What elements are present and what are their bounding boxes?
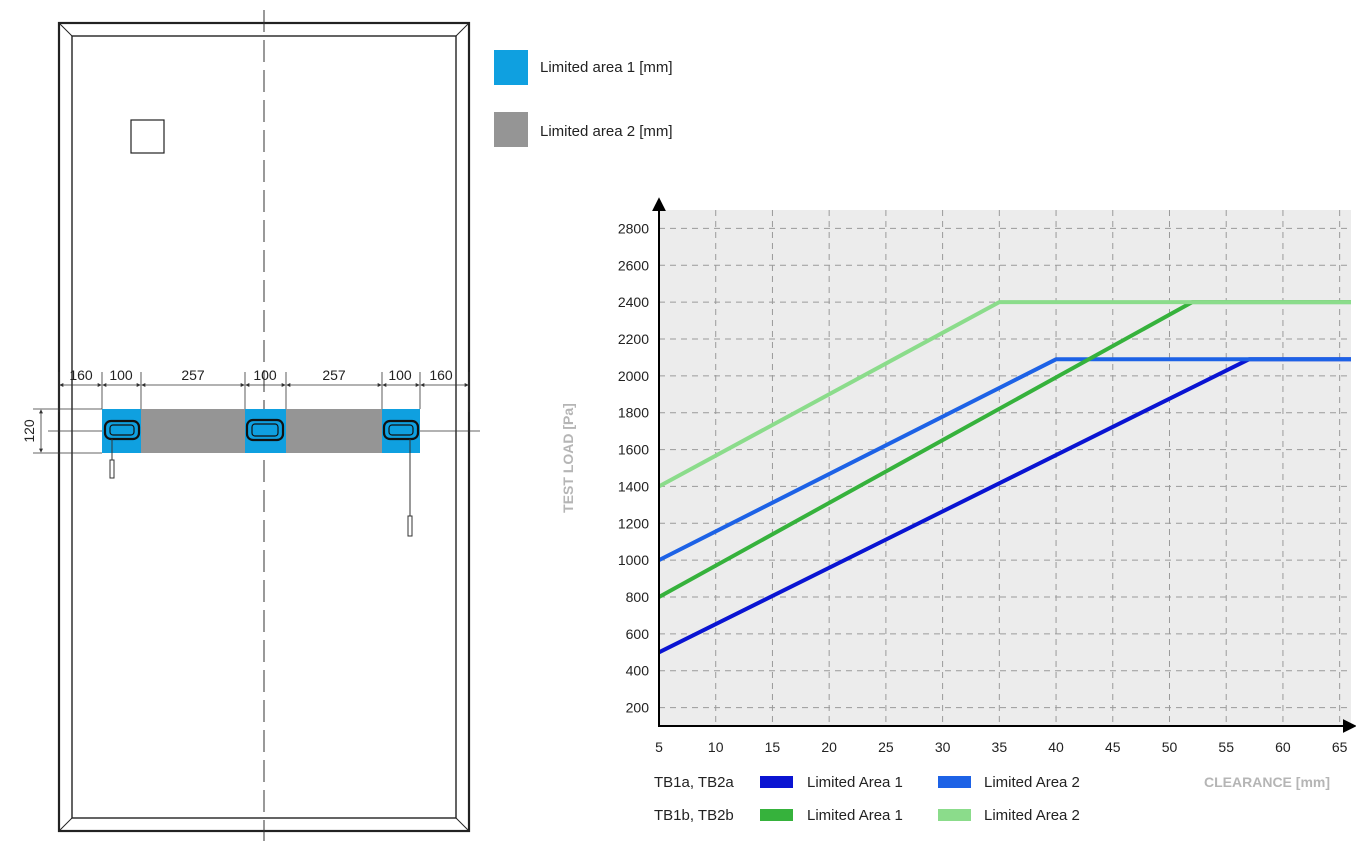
x-tick-label: 65 bbox=[1332, 739, 1348, 755]
series-line-3 bbox=[658, 300, 1351, 489]
x-tick-label: 15 bbox=[765, 739, 781, 755]
legend-label-limited-area-2: Limited area 2 [mm] bbox=[540, 123, 673, 140]
dim-limited-area-2-right: 257 bbox=[322, 367, 346, 383]
junction-box-right bbox=[382, 419, 420, 537]
series-legend: TB1a, TB2a Limited Area 1 Limited Area 2… bbox=[654, 774, 1080, 824]
dim-limited-area-1-right: 100 bbox=[388, 367, 412, 383]
dim-limited-area-2-left: 257 bbox=[181, 367, 205, 383]
y-tick-labels: 200 400 600 800 1000 1200 1400 1600 1800 2000 2200… bbox=[618, 220, 649, 715]
y-tick-label: 2400 bbox=[618, 294, 649, 310]
series-lines bbox=[658, 300, 1351, 655]
x-tick-label: 30 bbox=[935, 739, 951, 755]
dim-left-margin: 160 bbox=[69, 367, 93, 383]
y-tick-label: 400 bbox=[626, 663, 650, 679]
x-tick-label: 55 bbox=[1218, 739, 1234, 755]
x-tick-label: 10 bbox=[708, 739, 724, 755]
y-tick-label: 800 bbox=[626, 589, 650, 605]
test-load-chart: 200 400 600 800 1000 1200 1400 1600 1800 2000 2200… bbox=[560, 197, 1356, 790]
y-tick-label: 200 bbox=[626, 700, 650, 716]
x-tick-labels: 5 10 15 20 25 30 35 40 45 50 55 60 65 bbox=[655, 739, 1348, 755]
legend-swatch-limited-area-1 bbox=[494, 50, 528, 85]
junction-box-left bbox=[103, 419, 141, 479]
limited-area-1-right bbox=[382, 409, 420, 453]
legend-label-series-2: Limited Area 1 bbox=[807, 807, 903, 824]
series-line-1 bbox=[658, 357, 1351, 562]
y-axis-label: TEST LOAD [Pa] bbox=[560, 403, 576, 513]
limited-area-2-left bbox=[141, 409, 245, 453]
limited-area-1-center bbox=[245, 409, 286, 453]
x-tick-label: 40 bbox=[1048, 739, 1064, 755]
legend-label-series-1: Limited Area 2 bbox=[984, 774, 1080, 791]
legend-label-series-3: Limited Area 2 bbox=[984, 807, 1080, 824]
y-tick-label: 1200 bbox=[618, 515, 649, 531]
junction-box-center bbox=[245, 418, 285, 442]
legend-swatch-series-1 bbox=[938, 776, 971, 788]
dim-right-margin: 160 bbox=[429, 367, 453, 383]
label-square bbox=[130, 119, 165, 154]
y-tick-label: 1400 bbox=[618, 478, 649, 494]
legend-label-limited-area-1: Limited area 1 [mm] bbox=[540, 59, 673, 76]
limited-area-1-left bbox=[102, 409, 141, 453]
module-drawing: 160 100 257 100 257 100 160 120 bbox=[21, 10, 480, 841]
x-tick-label: 60 bbox=[1275, 739, 1291, 755]
dim-limited-area-1-left: 100 bbox=[109, 367, 133, 383]
x-tick-label: 45 bbox=[1105, 739, 1121, 755]
dim-limited-area-1-center: 100 bbox=[253, 367, 277, 383]
y-tick-label: 600 bbox=[626, 626, 650, 642]
y-tick-label: 1600 bbox=[618, 442, 649, 458]
area-legend: Limited area 1 [mm] Limited area 2 [mm] bbox=[494, 50, 673, 147]
x-tick-label: 20 bbox=[821, 739, 837, 755]
y-tick-label: 2800 bbox=[618, 220, 649, 236]
legend-swatch-series-0 bbox=[760, 776, 793, 788]
x-tick-label: 25 bbox=[878, 739, 894, 755]
legend-group-tb1a-tb2a: TB1a, TB2a bbox=[654, 774, 734, 791]
dim-area-height: 120 bbox=[21, 419, 37, 443]
legend-label-series-0: Limited Area 1 bbox=[807, 774, 903, 791]
y-tick-label: 2200 bbox=[618, 331, 649, 347]
x-axis-label: CLEARANCE [mm] bbox=[1204, 774, 1330, 790]
y-tick-label: 2000 bbox=[618, 368, 649, 384]
legend-group-tb1b-tb2b: TB1b, TB2b bbox=[654, 807, 734, 824]
x-tick-label: 50 bbox=[1162, 739, 1178, 755]
x-tick-label: 5 bbox=[655, 739, 663, 755]
y-tick-label: 1800 bbox=[618, 405, 649, 421]
legend-swatch-limited-area-2 bbox=[494, 112, 528, 147]
y-tick-label: 1000 bbox=[618, 552, 649, 568]
x-tick-label: 35 bbox=[992, 739, 1008, 755]
y-tick-label: 2600 bbox=[618, 257, 649, 273]
limited-area-2-right bbox=[286, 409, 382, 453]
module-frame-inner bbox=[71, 35, 457, 819]
legend-swatch-series-3 bbox=[938, 809, 971, 821]
plot-background bbox=[659, 210, 1351, 726]
legend-swatch-series-2 bbox=[760, 809, 793, 821]
